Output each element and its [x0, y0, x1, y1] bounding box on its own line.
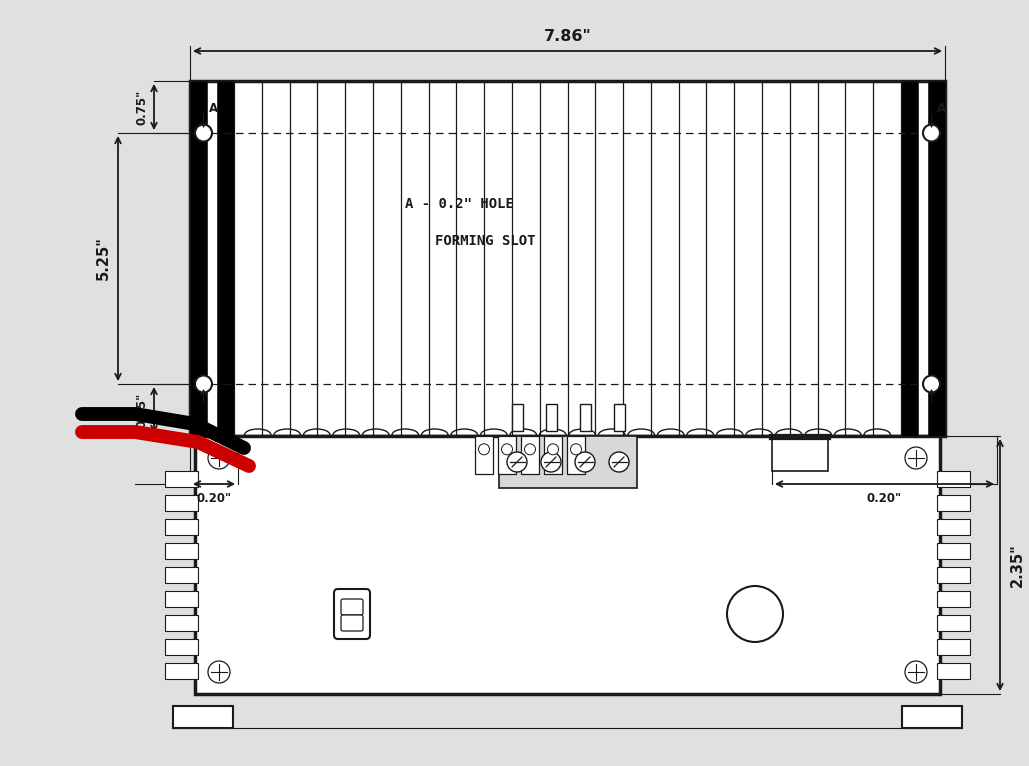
Circle shape — [570, 444, 581, 455]
Circle shape — [525, 444, 535, 455]
Circle shape — [728, 586, 783, 642]
Bar — [545, 404, 557, 431]
Bar — [511, 404, 523, 431]
Circle shape — [904, 447, 927, 469]
Text: 2.35": 2.35" — [1010, 543, 1025, 587]
Bar — [937, 542, 970, 559]
Circle shape — [478, 444, 490, 455]
Bar — [190, 81, 207, 436]
Bar — [165, 567, 198, 583]
Bar — [165, 591, 198, 607]
Circle shape — [609, 452, 629, 472]
Text: 0.75": 0.75" — [135, 90, 148, 125]
Bar — [772, 436, 828, 471]
Text: FORMING SLOT: FORMING SLOT — [435, 234, 535, 248]
Bar — [499, 436, 637, 488]
Circle shape — [208, 661, 230, 683]
Text: 0.20": 0.20" — [197, 492, 232, 505]
Bar — [498, 436, 517, 474]
Bar — [165, 470, 198, 487]
Bar — [217, 81, 234, 436]
Bar — [937, 519, 970, 535]
Circle shape — [923, 375, 941, 392]
Circle shape — [208, 447, 230, 469]
Bar — [165, 519, 198, 535]
Bar — [937, 614, 970, 631]
Bar — [928, 81, 945, 436]
Bar — [937, 591, 970, 607]
Circle shape — [507, 452, 527, 472]
Bar — [165, 614, 198, 631]
Circle shape — [547, 444, 559, 455]
Text: A: A — [209, 102, 217, 115]
Bar — [173, 706, 233, 728]
Bar — [937, 495, 970, 511]
Text: A - 0.2" HOLE: A - 0.2" HOLE — [405, 197, 513, 211]
Bar — [165, 639, 198, 655]
Bar — [567, 436, 586, 474]
Bar — [521, 436, 539, 474]
Bar — [902, 706, 962, 728]
Bar — [613, 404, 625, 431]
Circle shape — [196, 375, 212, 392]
Bar — [579, 404, 591, 431]
Circle shape — [196, 125, 212, 142]
FancyBboxPatch shape — [341, 615, 363, 631]
FancyBboxPatch shape — [341, 599, 363, 615]
Text: 7.86": 7.86" — [543, 29, 592, 44]
FancyBboxPatch shape — [334, 589, 370, 639]
Bar — [901, 81, 918, 436]
Circle shape — [904, 661, 927, 683]
Bar — [937, 567, 970, 583]
Text: 0.75": 0.75" — [135, 392, 148, 427]
Text: 0.20": 0.20" — [867, 492, 902, 505]
Bar — [937, 663, 970, 679]
Bar — [474, 436, 493, 474]
Circle shape — [541, 452, 561, 472]
Text: 5.25": 5.25" — [96, 237, 111, 280]
Bar — [165, 542, 198, 559]
Bar — [196, 436, 941, 694]
Bar — [937, 470, 970, 487]
Bar — [165, 663, 198, 679]
Circle shape — [923, 125, 941, 142]
Text: A: A — [936, 102, 946, 115]
Circle shape — [501, 444, 512, 455]
Bar — [543, 436, 562, 474]
Bar — [165, 495, 198, 511]
Circle shape — [575, 452, 595, 472]
Bar — [937, 639, 970, 655]
Bar — [190, 81, 945, 436]
